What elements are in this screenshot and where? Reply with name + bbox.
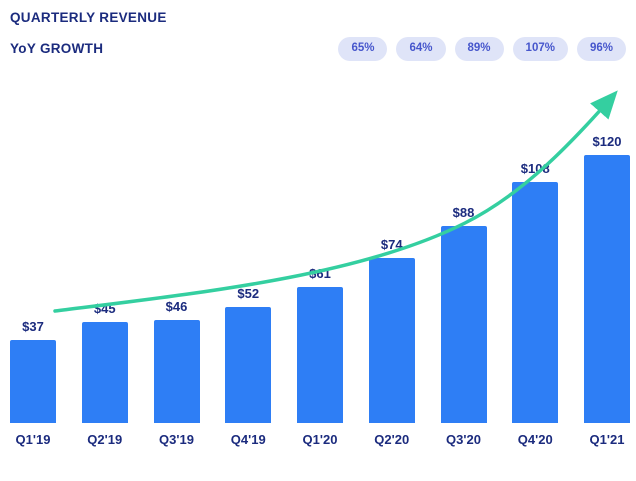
x-axis-label: Q3'20 [446,431,481,447]
bar [297,286,343,423]
bars: $37 $45 $46 $52 $61 $74 $88 $108 $120 [10,71,630,423]
bar-column: $74 [368,236,415,423]
x-axis-label: Q4'20 [517,431,553,447]
x-axis-label: Q3'19 [159,431,194,447]
bar-value-label: $45 [93,300,116,316]
bar-value-label: $120 [592,133,622,149]
bar [512,181,559,423]
bar-value-label: $74 [380,236,403,252]
bar-value-label: $88 [452,204,475,220]
bar [10,339,56,423]
bar-column: $88 [440,204,487,423]
bar-column: $120 [584,134,630,423]
x-axis-label: Q1'21 [589,431,625,447]
bar-column: $52 [225,285,272,423]
x-axis-label: Q1'19 [15,431,51,447]
bar-value-label: $52 [237,285,260,301]
yoy-pill: 64% [396,37,446,61]
chart-area: $37 $45 $46 $52 $61 $74 $88 $108 $120 Q1'19 Q2'19… [10,71,630,467]
bar [153,319,200,423]
x-axis-label: Q2'19 [87,431,123,447]
yoy-pill: 96% [576,37,626,61]
x-axis-label: Q4'19 [230,431,266,447]
bar-value-label: $61 [309,265,331,281]
yoy-pill: 89% [454,37,504,61]
yoy-pill: 65% [338,37,388,61]
bar-value-label: $46 [165,298,188,314]
x-axis-label: Q1'20 [302,431,338,447]
bar [440,225,487,423]
yoy-row: YoY GROWTH 65% 64% 89% 107% 96% [10,37,628,61]
bar-column: $108 [512,160,559,423]
bar-column: $61 [297,266,343,423]
bar [225,306,272,423]
page-title: QUARTERLY REVENUE [10,10,167,25]
x-axis-label: Q2'20 [374,431,410,447]
bar [584,154,630,423]
x-axis: Q1'19 Q2'19 Q3'19 Q4'19 Q1'20 Q2'20 Q3'20 Q4'20… [10,432,630,447]
yoy-growth-label: YoY GROWTH [10,41,104,57]
bar-column: $37 [10,319,56,423]
bar-value-label: $108 [520,160,550,176]
bar-column: $46 [153,298,200,423]
bar-column: $45 [81,300,128,423]
bar-value-label: $37 [22,318,44,334]
yoy-pill: 107% [512,37,568,61]
bar [81,321,128,423]
yoy-pills: 65% 64% 89% 107% 96% [338,37,628,61]
bar [368,257,415,423]
